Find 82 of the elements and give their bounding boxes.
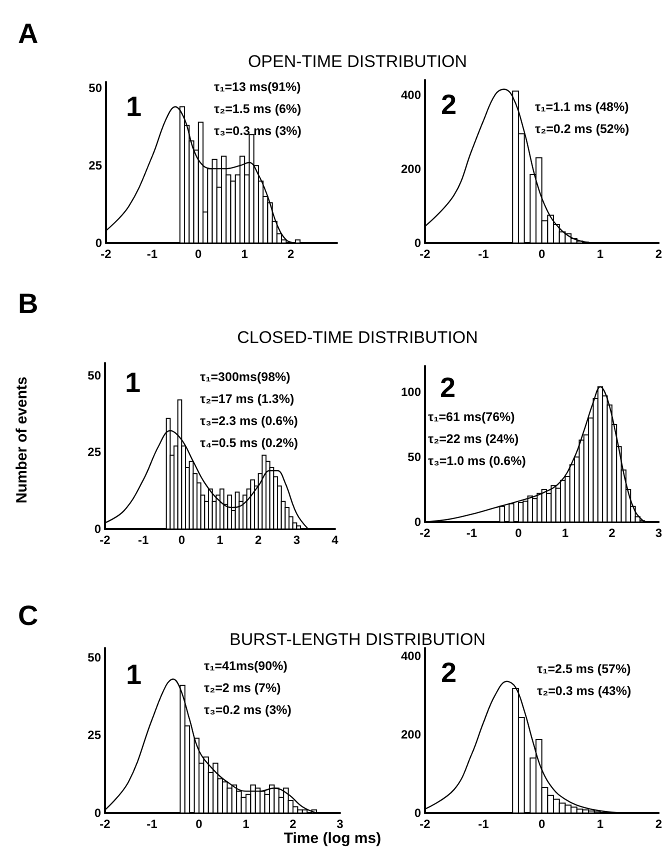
y-tick-label: 0 [95, 236, 102, 250]
annotation: τ₄=0.5 ms (0.2%) [200, 436, 298, 450]
x-tick-label: -2 [100, 247, 112, 261]
y-tick-label: 25 [88, 445, 102, 460]
x-tick-label: -1 [146, 247, 158, 261]
chart-subtitle: BURST-LENGTH DISTRIBUTION [228, 630, 486, 650]
annotation: τ₃=2.3 ms (0.6%) [200, 414, 298, 428]
y-tick-label: 0 [414, 236, 422, 250]
y-tick-label: 400 [400, 88, 422, 102]
x-tick-label: 1 [216, 533, 224, 547]
y-tick-label: 25 [88, 158, 102, 173]
annotation: τ₁=13 ms(91%) [214, 80, 301, 94]
x-tick-label: 1 [241, 247, 248, 261]
annotation: τ₁=1.1 ms (48%) [535, 100, 629, 114]
annotation: τ₃=1.0 ms (0.6%) [428, 454, 526, 468]
x-tick-label: -1 [146, 817, 158, 831]
x-tick-label: 1 [596, 817, 604, 831]
annotation: 1 [126, 659, 142, 691]
x-tick-label: 1 [562, 526, 569, 540]
annotation: 2 [441, 89, 457, 121]
annotation: τ₂=17 ms (1.3%) [200, 392, 294, 406]
y-tick-label: 50 [408, 450, 422, 464]
x-tick-label: 2 [290, 817, 297, 831]
annotation: 2 [441, 657, 457, 689]
x-tick-label: 1 [596, 247, 604, 261]
x-tick-label: 0 [196, 817, 203, 831]
y-tick-label: 50 [88, 81, 102, 96]
y-tick-label: 400 [400, 648, 422, 663]
y-tick-label: 0 [94, 806, 102, 820]
x-tick-label: 3 [336, 817, 344, 831]
x-tick-label: -1 [478, 247, 490, 261]
x-tick-label: 2 [254, 533, 262, 547]
y-tick-label: 100 [400, 385, 422, 399]
chart-title: A [18, 18, 38, 50]
annotation: τ₂=2 ms (7%) [204, 681, 281, 695]
x-tick-label: -2 [100, 817, 111, 831]
y-tick-label: 50 [88, 650, 102, 664]
chart-subtitle: CLOSED-TIME DISTRIBUTION [236, 328, 479, 348]
x-tick-label: 1 [242, 817, 250, 831]
annotation: τ₃=0.3 ms (3%) [214, 124, 302, 138]
x-tick-label: -1 [138, 533, 149, 547]
x-tick-label: 0 [538, 817, 546, 831]
annotation: τ₁=41ms(90%) [204, 659, 288, 673]
chart-subtitle: OPEN-TIME DISTRIBUTION [246, 52, 468, 72]
x-tick-label: -1 [478, 817, 490, 831]
x-tick-label: 0 [178, 533, 186, 547]
annotation: 1 [126, 91, 142, 123]
y-tick-label: 25 [88, 728, 102, 742]
annotation: τ₂=22 ms (24%) [428, 432, 519, 446]
x-tick-label: -2 [420, 817, 431, 831]
y-tick-label: 0 [414, 806, 422, 820]
x-tick-label: 3 [655, 526, 662, 540]
y-tick-label: 200 [400, 727, 422, 742]
x-tick-label: 2 [655, 247, 662, 261]
annotation: τ₁=61 ms(76%) [428, 410, 515, 424]
y-tick-label: 200 [400, 162, 422, 176]
annotation: τ₂=0.3 ms (43%) [537, 684, 632, 698]
x-tick-label: -2 [420, 247, 431, 261]
x-tick-label: 2 [655, 817, 662, 831]
y-tick-label: 50 [88, 368, 102, 382]
x-tick-label: -2 [420, 526, 431, 540]
x-tick-label: 0 [515, 526, 522, 540]
x-axis-title: Time (log ms) [282, 830, 382, 847]
x-tick-label: 3 [293, 533, 300, 547]
annotation: τ₂=1.5 ms (6%) [214, 102, 302, 116]
annotation: τ₁=300ms(98%) [200, 370, 290, 384]
x-tick-label: 0 [538, 247, 546, 261]
annotation: 1 [125, 367, 141, 399]
annotation: τ₃=0.2 ms (3%) [204, 703, 292, 717]
x-tick-label: 0 [195, 247, 202, 261]
chart-title: B [18, 288, 38, 320]
x-tick-label: -2 [100, 533, 111, 547]
x-tick-label: 4 [332, 533, 339, 547]
y-axis-title: Number of events [14, 376, 30, 504]
y-tick-label: 0 [414, 515, 422, 529]
x-tick-label: 2 [287, 247, 294, 261]
annotation: 2 [440, 372, 456, 404]
x-tick-label: 2 [608, 526, 616, 540]
chart-title: C [18, 600, 38, 632]
annotation: τ₂=0.2 ms (52%) [535, 122, 630, 136]
x-tick-label: -1 [466, 526, 478, 540]
annotation: τ₁=2.5 ms (57%) [537, 662, 631, 676]
